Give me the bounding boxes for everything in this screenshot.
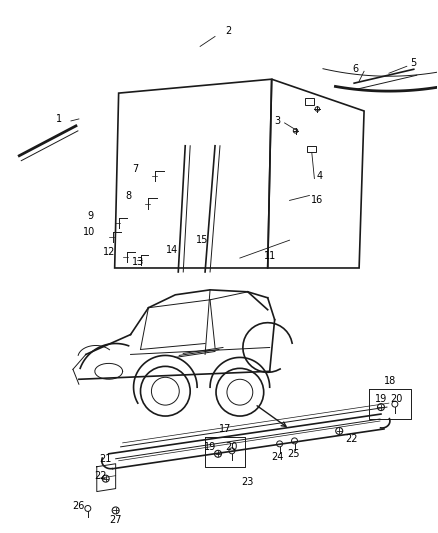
- Text: 1: 1: [56, 114, 62, 124]
- Text: 14: 14: [166, 245, 178, 255]
- Text: 6: 6: [352, 64, 358, 74]
- Text: 8: 8: [126, 191, 132, 201]
- Bar: [307, 146, 316, 152]
- Text: 12: 12: [102, 247, 115, 257]
- Text: 10: 10: [83, 227, 95, 237]
- Text: 26: 26: [73, 502, 85, 512]
- Text: 4: 4: [316, 171, 322, 181]
- Text: 3: 3: [275, 116, 281, 126]
- Text: 5: 5: [411, 58, 417, 68]
- Text: 17: 17: [219, 424, 231, 434]
- Text: 24: 24: [272, 452, 284, 462]
- Text: 20: 20: [226, 442, 238, 452]
- Text: 19: 19: [204, 442, 216, 452]
- Text: 27: 27: [110, 515, 122, 526]
- Text: 16: 16: [311, 196, 324, 205]
- Text: 21: 21: [99, 454, 112, 464]
- Text: 22: 22: [95, 471, 107, 481]
- Text: 19: 19: [375, 394, 387, 404]
- Text: 2: 2: [225, 27, 231, 36]
- Text: 25: 25: [287, 449, 300, 459]
- Bar: [304, 98, 314, 104]
- Text: 11: 11: [264, 251, 276, 261]
- Text: 15: 15: [196, 235, 208, 245]
- Text: 22: 22: [345, 434, 357, 444]
- Text: 23: 23: [242, 477, 254, 487]
- Text: 9: 9: [88, 211, 94, 221]
- Text: 7: 7: [132, 164, 139, 174]
- Text: 13: 13: [132, 257, 145, 267]
- Text: 18: 18: [384, 376, 396, 386]
- Text: 20: 20: [391, 394, 403, 404]
